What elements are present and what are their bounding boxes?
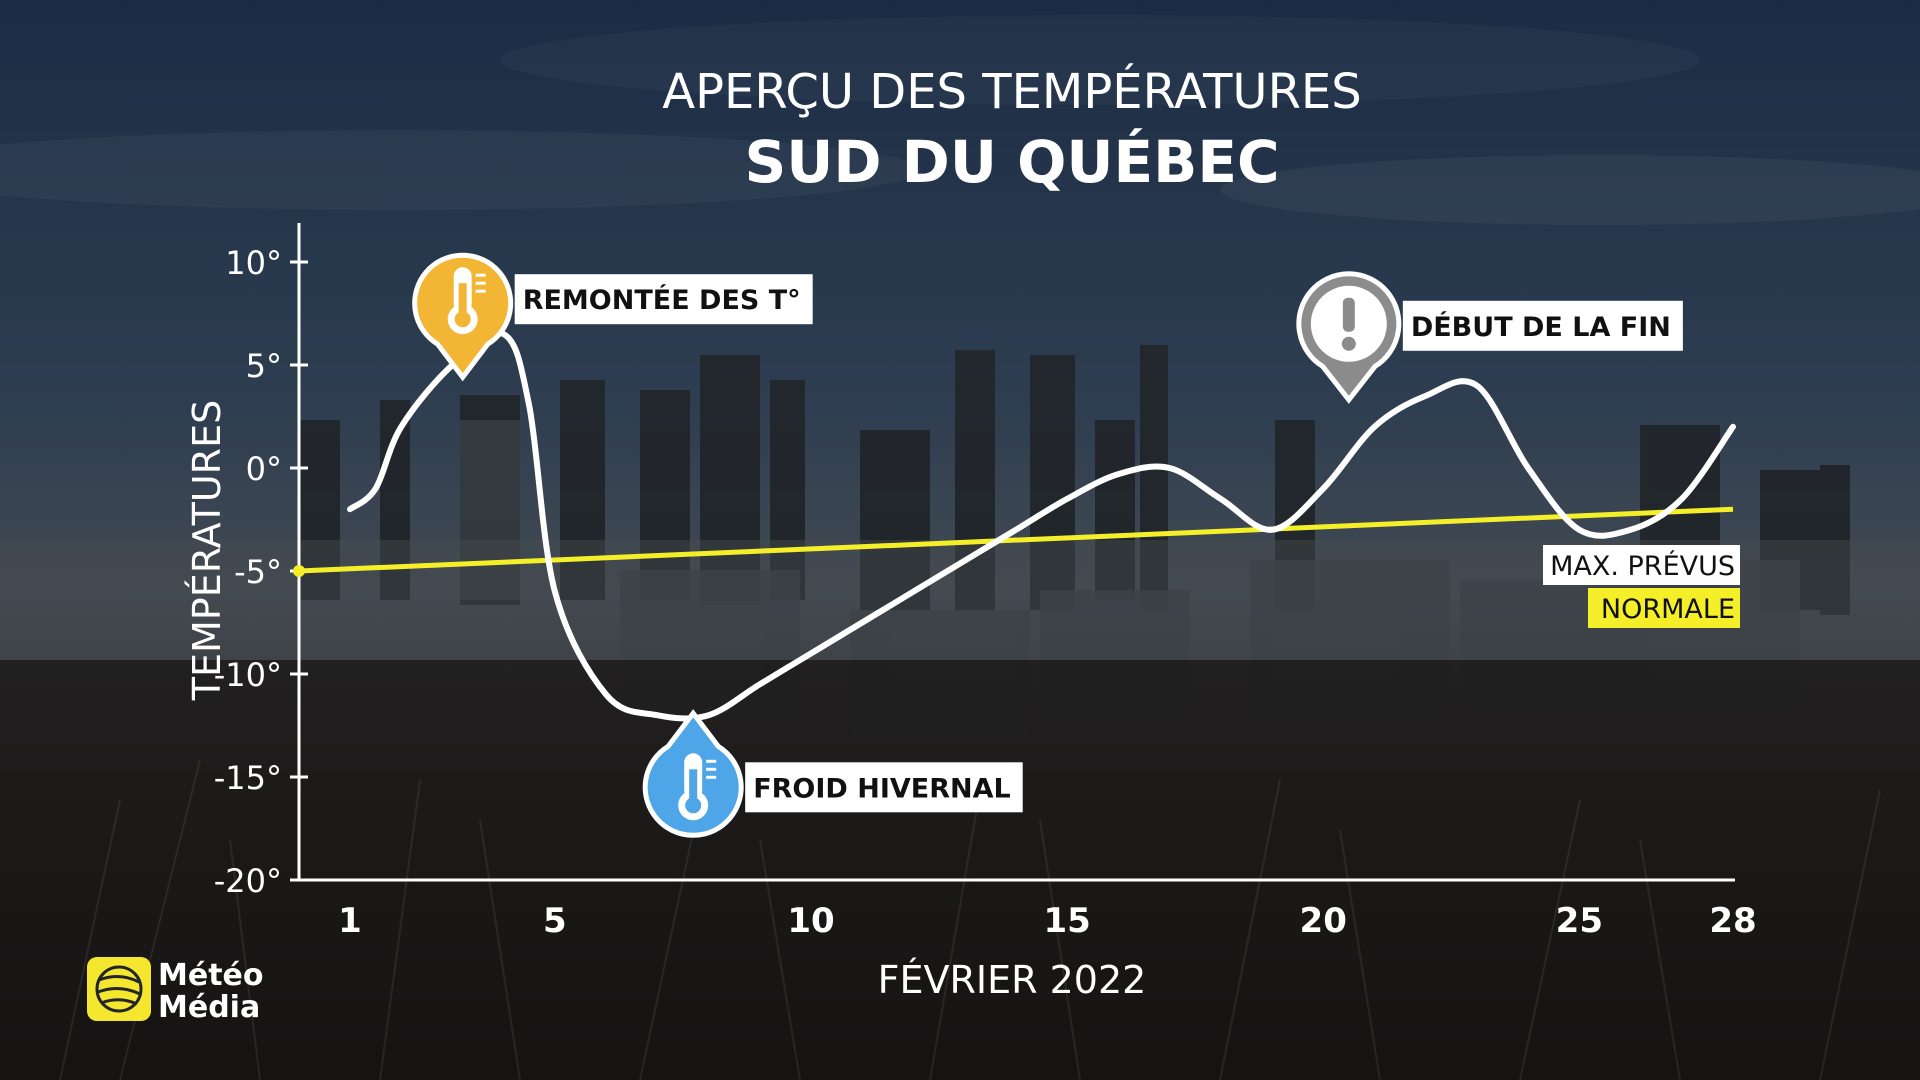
cold-label-box xyxy=(745,762,1023,813)
warm-annotation-label: REMONTÉE DES T° xyxy=(523,284,801,316)
thermometer-icon xyxy=(678,753,717,821)
y-axis-ticks: 10° 5° 0° -5° -10° -15° -20° xyxy=(214,244,308,900)
warm-label-box xyxy=(514,274,813,325)
y-tick-label: 0° xyxy=(246,450,282,488)
chart-subtitle: SUD DU QUÉBEC xyxy=(744,127,1279,196)
y-tick-label: -20° xyxy=(214,862,282,900)
x-tick-label: 5 xyxy=(543,901,567,941)
annotation-warm: REMONTÉE DES T° xyxy=(412,252,813,382)
logo-text-line1: Météo xyxy=(158,958,264,993)
max-forecast-series-line xyxy=(347,329,1736,722)
annotation-alert: DÉBUT DE LA FIN xyxy=(1296,271,1683,404)
y-tick-label: -15° xyxy=(214,759,282,797)
x-axis-ticks: 1 5 10 15 20 25 28 xyxy=(338,901,1757,941)
y-axis-label: TEMPÉRATURES xyxy=(185,400,229,701)
normal-series-line xyxy=(298,506,1734,574)
thermometer-level xyxy=(689,769,698,806)
x-tick-label: 28 xyxy=(1709,901,1756,941)
cold-annotation-label: FROID HIVERNAL xyxy=(753,773,1011,804)
legend-normal-box xyxy=(1588,588,1740,628)
legend-normal-label: NORMALE xyxy=(1601,594,1735,625)
y-tick-label: 10° xyxy=(225,244,282,282)
x-tick-label: 15 xyxy=(1043,901,1090,941)
y-tick-label: -10° xyxy=(214,656,282,694)
y-tick-label: -5° xyxy=(234,553,282,591)
legend-max-box xyxy=(1543,545,1740,585)
alert-annotation-label: DÉBUT DE LA FIN xyxy=(1411,311,1671,343)
x-tick-label: 20 xyxy=(1300,901,1347,941)
x-tick-label: 10 xyxy=(787,901,834,941)
series-lines xyxy=(293,329,1736,722)
thermometer-icon xyxy=(447,267,486,335)
thermometer-bulb-fill xyxy=(685,797,702,814)
thermometer-bulb-fill xyxy=(454,311,471,328)
logo-text-line2: Média xyxy=(158,990,260,1025)
chart-legend: MAX. PRÉVUS NORMALE xyxy=(1543,545,1740,628)
exclamation-bar xyxy=(1342,297,1355,332)
y-tick-label: 5° xyxy=(246,347,282,385)
exclamation-icon xyxy=(1310,285,1387,362)
chart-annotations: REMONTÉE DES T° FROID HIVERNAL DÉBUT DE … xyxy=(412,252,1683,838)
chart-title: APERÇU DES TEMPÉRATURES xyxy=(662,63,1361,120)
alert-label-box xyxy=(1402,300,1683,351)
thermometer-level xyxy=(458,283,467,320)
annotation-cold: FROID HIVERNAL xyxy=(642,709,1023,838)
normal-series-start-marker xyxy=(293,564,305,577)
x-tick-label: 1 xyxy=(338,901,362,941)
x-axis-label: FÉVRIER 2022 xyxy=(878,958,1147,1002)
legend-max-label: MAX. PRÉVUS xyxy=(1550,550,1735,582)
x-tick-label: 25 xyxy=(1556,901,1603,941)
exclamation-dot xyxy=(1341,336,1356,351)
meteomedia-logo: Météo Média xyxy=(87,957,264,1025)
